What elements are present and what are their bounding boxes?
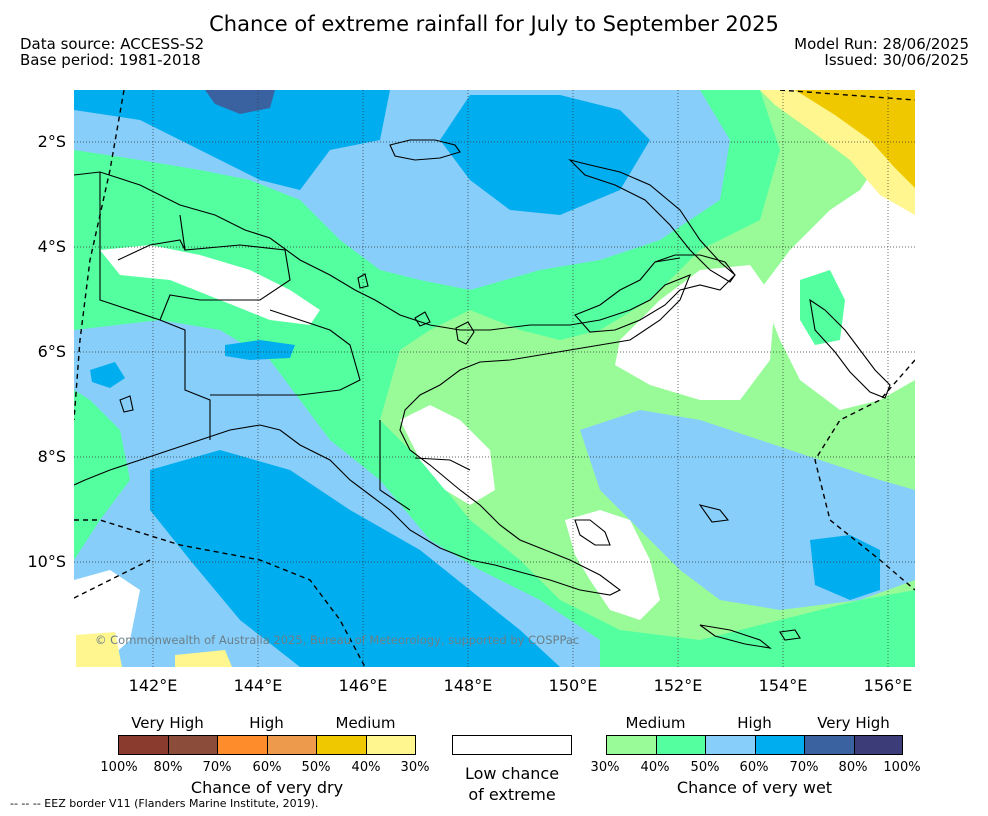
wet-legend-title: Chance of very wet: [676, 778, 833, 797]
low-chance-region-3: [400, 405, 495, 505]
lon-label-150e: 150°E: [548, 676, 598, 695]
wet-tick-30: 30%: [590, 760, 620, 775]
wet-legend-header-high: High: [737, 714, 772, 732]
lat-label-8s: 8°S: [37, 447, 66, 466]
eez-borders: [74, 90, 915, 667]
map-gridlines: [74, 90, 915, 667]
dry-swatch-3: [217, 735, 268, 755]
dry-tick-80: 80%: [153, 760, 183, 775]
wet-tick-40: 40%: [640, 760, 670, 775]
dry-tick-30: 30%: [400, 760, 430, 775]
dry-30-south: [175, 650, 232, 667]
wet-swatch-6: [854, 735, 903, 755]
dry-legend-header-medium: Medium: [335, 714, 396, 732]
lat-label-6s: 6°S: [37, 342, 66, 361]
lon-label-152e: 152°E: [653, 676, 703, 695]
wet-60-region-east: [810, 535, 880, 600]
low-chance-region-1: [100, 245, 320, 325]
lon-label-144e: 144°E: [233, 676, 283, 695]
wet-tick-80: 80%: [838, 760, 868, 775]
dry-swatch-1: [118, 735, 169, 755]
issued-date: Issued: 30/06/2025: [824, 51, 969, 69]
dry-swatch-4: [267, 735, 317, 755]
lon-label-146e: 146°E: [338, 676, 388, 695]
wet-60-region-northcentral: [440, 95, 650, 215]
lon-label-156e: 156°E: [863, 676, 913, 695]
lon-label-148e: 148°E: [443, 676, 493, 695]
dry-tick-70: 70%: [202, 760, 232, 775]
wet-swatch-5: [804, 735, 855, 755]
wet-swatch-3: [705, 735, 756, 755]
dry-40-region: [795, 90, 915, 188]
data-source: Data source: ACCESS-S2: [20, 35, 205, 53]
wet-40-east: [800, 270, 845, 345]
dry-legend-header-very-high: Very High: [131, 714, 204, 732]
map-title: Chance of extreme rainfall for July to S…: [209, 12, 779, 36]
lat-label-10s: 10°S: [27, 552, 66, 571]
wet-tick-50: 50%: [690, 760, 720, 775]
model-run: Model Run: 28/06/2025: [794, 35, 969, 53]
coastlines: [74, 139, 891, 649]
low-chance-region-2: [615, 265, 775, 400]
wet-swatch-4: [755, 735, 805, 755]
eez-footnote: -- -- -- EEZ border V11 (Flanders Marine…: [10, 797, 319, 810]
dry-tick-40: 40%: [351, 760, 381, 775]
copyright-notice: © Commonwealth of Australia 2025, Bureau…: [95, 633, 580, 647]
lat-label-2s: 2°S: [37, 132, 66, 151]
lon-label-142e: 142°E: [128, 676, 178, 695]
base-period: Base period: 1981-2018: [20, 51, 201, 69]
dry-legend-title: Chance of very dry: [190, 778, 344, 797]
dry-legend-header-high: High: [249, 714, 284, 732]
lat-label-4s: 4°S: [37, 237, 66, 256]
lon-label-154e: 154°E: [758, 676, 808, 695]
wet-50-southwest: [74, 320, 600, 667]
wet-70-region: [205, 90, 275, 114]
dry-swatch-2: [168, 735, 218, 755]
wet-60-region-mid: [225, 340, 295, 360]
low-chance-label-line2: of extreme: [468, 785, 556, 804]
low-chance-swatch: [452, 735, 572, 755]
dry-tick-60: 60%: [252, 760, 282, 775]
wet-60-region-west: [90, 362, 125, 388]
wet-swatch-2: [656, 735, 706, 755]
dry-tick-50: 50%: [301, 760, 331, 775]
low-chance-label-line1: Low chance: [464, 764, 560, 783]
wet-60-region-south: [150, 450, 560, 667]
wet-tick-70: 70%: [789, 760, 819, 775]
dry-swatch-5: [316, 735, 367, 755]
wet-legend-header-medium: Medium: [625, 714, 686, 732]
dry-tick-100: 100%: [100, 760, 138, 775]
low-chance-region-4: [565, 510, 660, 620]
wet-tick-100: 100%: [883, 760, 921, 775]
wet-swatch-1: [606, 735, 657, 755]
wet-tick-60: 60%: [739, 760, 769, 775]
dry-30-southwest: [76, 632, 122, 667]
dry-swatch-6: [366, 735, 416, 755]
wet-legend-header-very-high: Very High: [817, 714, 890, 732]
